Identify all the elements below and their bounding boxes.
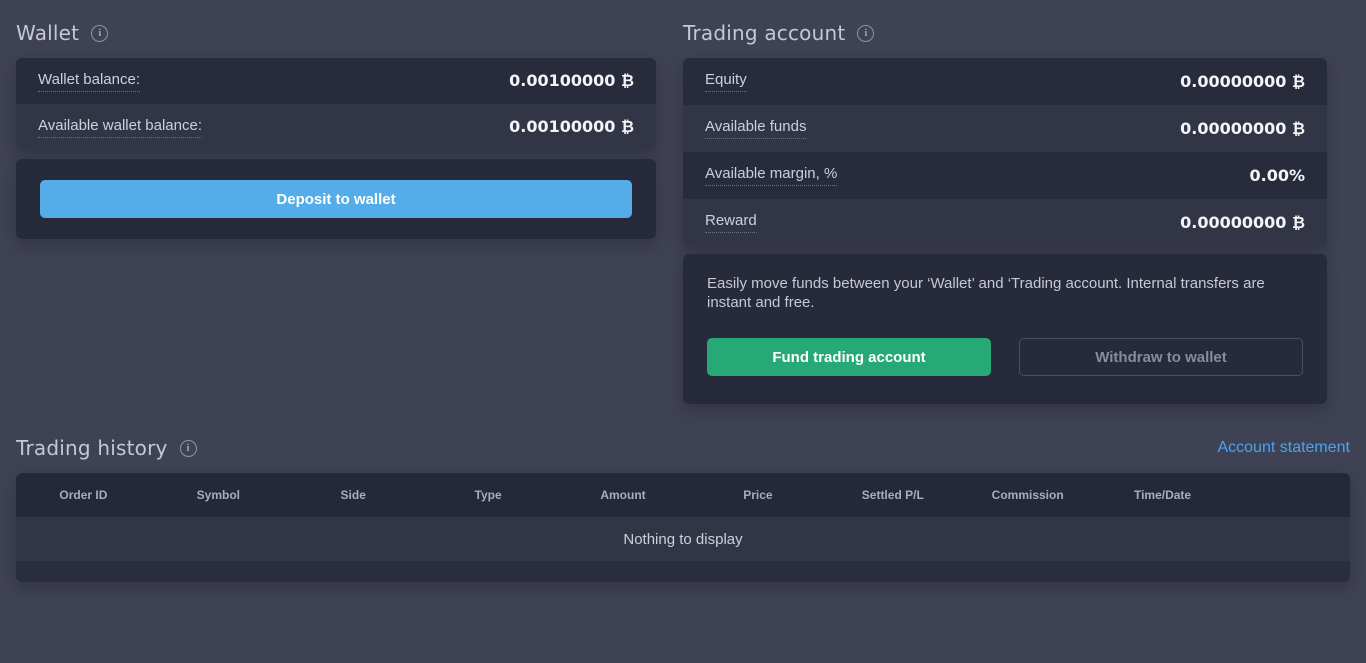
wallet-header: Wallet i: [16, 20, 656, 46]
column-order-id: Order ID: [59, 488, 108, 502]
column-symbol: Symbol: [196, 488, 240, 502]
trading-account-header: Trading account i: [683, 20, 1327, 46]
trading-account-section: Trading account i Equity 0.00000000 ₿ Av…: [683, 20, 1327, 404]
trading-history-section: Trading history i Account statement Orde…: [16, 436, 1350, 582]
equity-label[interactable]: Equity: [705, 71, 747, 92]
table-header-row: Order ID Symbol Side Type Amount Price S…: [16, 473, 1350, 517]
column-time-date: Time/Date: [1133, 488, 1192, 502]
account-page: Wallet i Wallet balance: 0.00100000 ₿ Av…: [16, 20, 1350, 582]
column-side: Side: [340, 488, 366, 502]
column-price: Price: [743, 488, 773, 502]
available-wallet-balance-value: 0.00100000 ₿: [509, 117, 634, 136]
info-icon[interactable]: i: [91, 24, 109, 42]
deposit-to-wallet-button[interactable]: Deposit to wallet: [40, 180, 632, 218]
column-settled-pl: Settled P/L: [861, 488, 924, 502]
wallet-balances-card: Wallet balance: 0.00100000 ₿ Available w…: [16, 58, 656, 150]
top-section: Wallet i Wallet balance: 0.00100000 ₿ Av…: [16, 20, 1350, 404]
available-margin-label[interactable]: Available margin, %: [705, 165, 838, 186]
available-wallet-balance-label[interactable]: Available wallet balance:: [38, 117, 202, 138]
trading-account-balances-card: Equity 0.00000000 ₿ Available funds 0.00…: [683, 58, 1327, 246]
wallet-balance-label[interactable]: Wallet balance:: [38, 71, 140, 92]
reward-value: 0.00000000 ₿: [1180, 212, 1305, 232]
available-margin-value: 0.00%: [1249, 166, 1305, 185]
wallet-balance-value: 0.00100000 ₿: [509, 71, 634, 90]
empty-state-message: Nothing to display: [623, 530, 743, 548]
wallet-balance-row: Wallet balance: 0.00100000 ₿: [16, 58, 656, 104]
column-type: Type: [474, 488, 502, 502]
available-margin-row: Available margin, % 0.00%: [683, 152, 1327, 199]
account-statement-link[interactable]: Account statement: [1217, 439, 1350, 456]
info-icon[interactable]: i: [857, 24, 875, 42]
withdraw-to-wallet-button[interactable]: Withdraw to wallet: [1019, 338, 1303, 376]
wallet-actions-panel: Deposit to wallet: [16, 159, 656, 239]
wallet-title: Wallet: [16, 21, 80, 45]
wallet-section: Wallet i Wallet balance: 0.00100000 ₿ Av…: [16, 20, 656, 404]
trading-history-table: Order ID Symbol Side Type Amount Price S…: [16, 473, 1350, 582]
available-wallet-balance-row: Available wallet balance: 0.00100000 ₿: [16, 104, 656, 150]
available-funds-label[interactable]: Available funds: [705, 118, 807, 139]
reward-row: Reward 0.00000000 ₿: [683, 199, 1327, 246]
equity-value: 0.00000000 ₿: [1180, 71, 1305, 91]
equity-row: Equity 0.00000000 ₿: [683, 58, 1327, 105]
transfer-panel: Easily move funds between your ‘Wallet’ …: [683, 254, 1327, 404]
empty-state-row: Nothing to display: [16, 517, 1350, 561]
trading-history-title: Trading history: [16, 436, 168, 460]
trading-history-title-wrap: Trading history i: [16, 436, 197, 460]
column-amount: Amount: [600, 488, 646, 502]
transfer-description: Easily move funds between your ‘Wallet’ …: [707, 275, 1265, 311]
transfer-buttons: Fund trading account Withdraw to wallet: [707, 338, 1303, 376]
table-footer-row: [16, 561, 1350, 582]
trading-history-header: Trading history i Account statement: [16, 436, 1350, 460]
available-funds-row: Available funds 0.00000000 ₿: [683, 105, 1327, 152]
trading-account-title: Trading account: [683, 21, 846, 45]
available-funds-value: 0.00000000 ₿: [1180, 118, 1305, 138]
info-icon[interactable]: i: [179, 439, 197, 457]
reward-label[interactable]: Reward: [705, 212, 757, 233]
fund-trading-account-button[interactable]: Fund trading account: [707, 338, 991, 376]
column-commission: Commission: [991, 488, 1064, 502]
